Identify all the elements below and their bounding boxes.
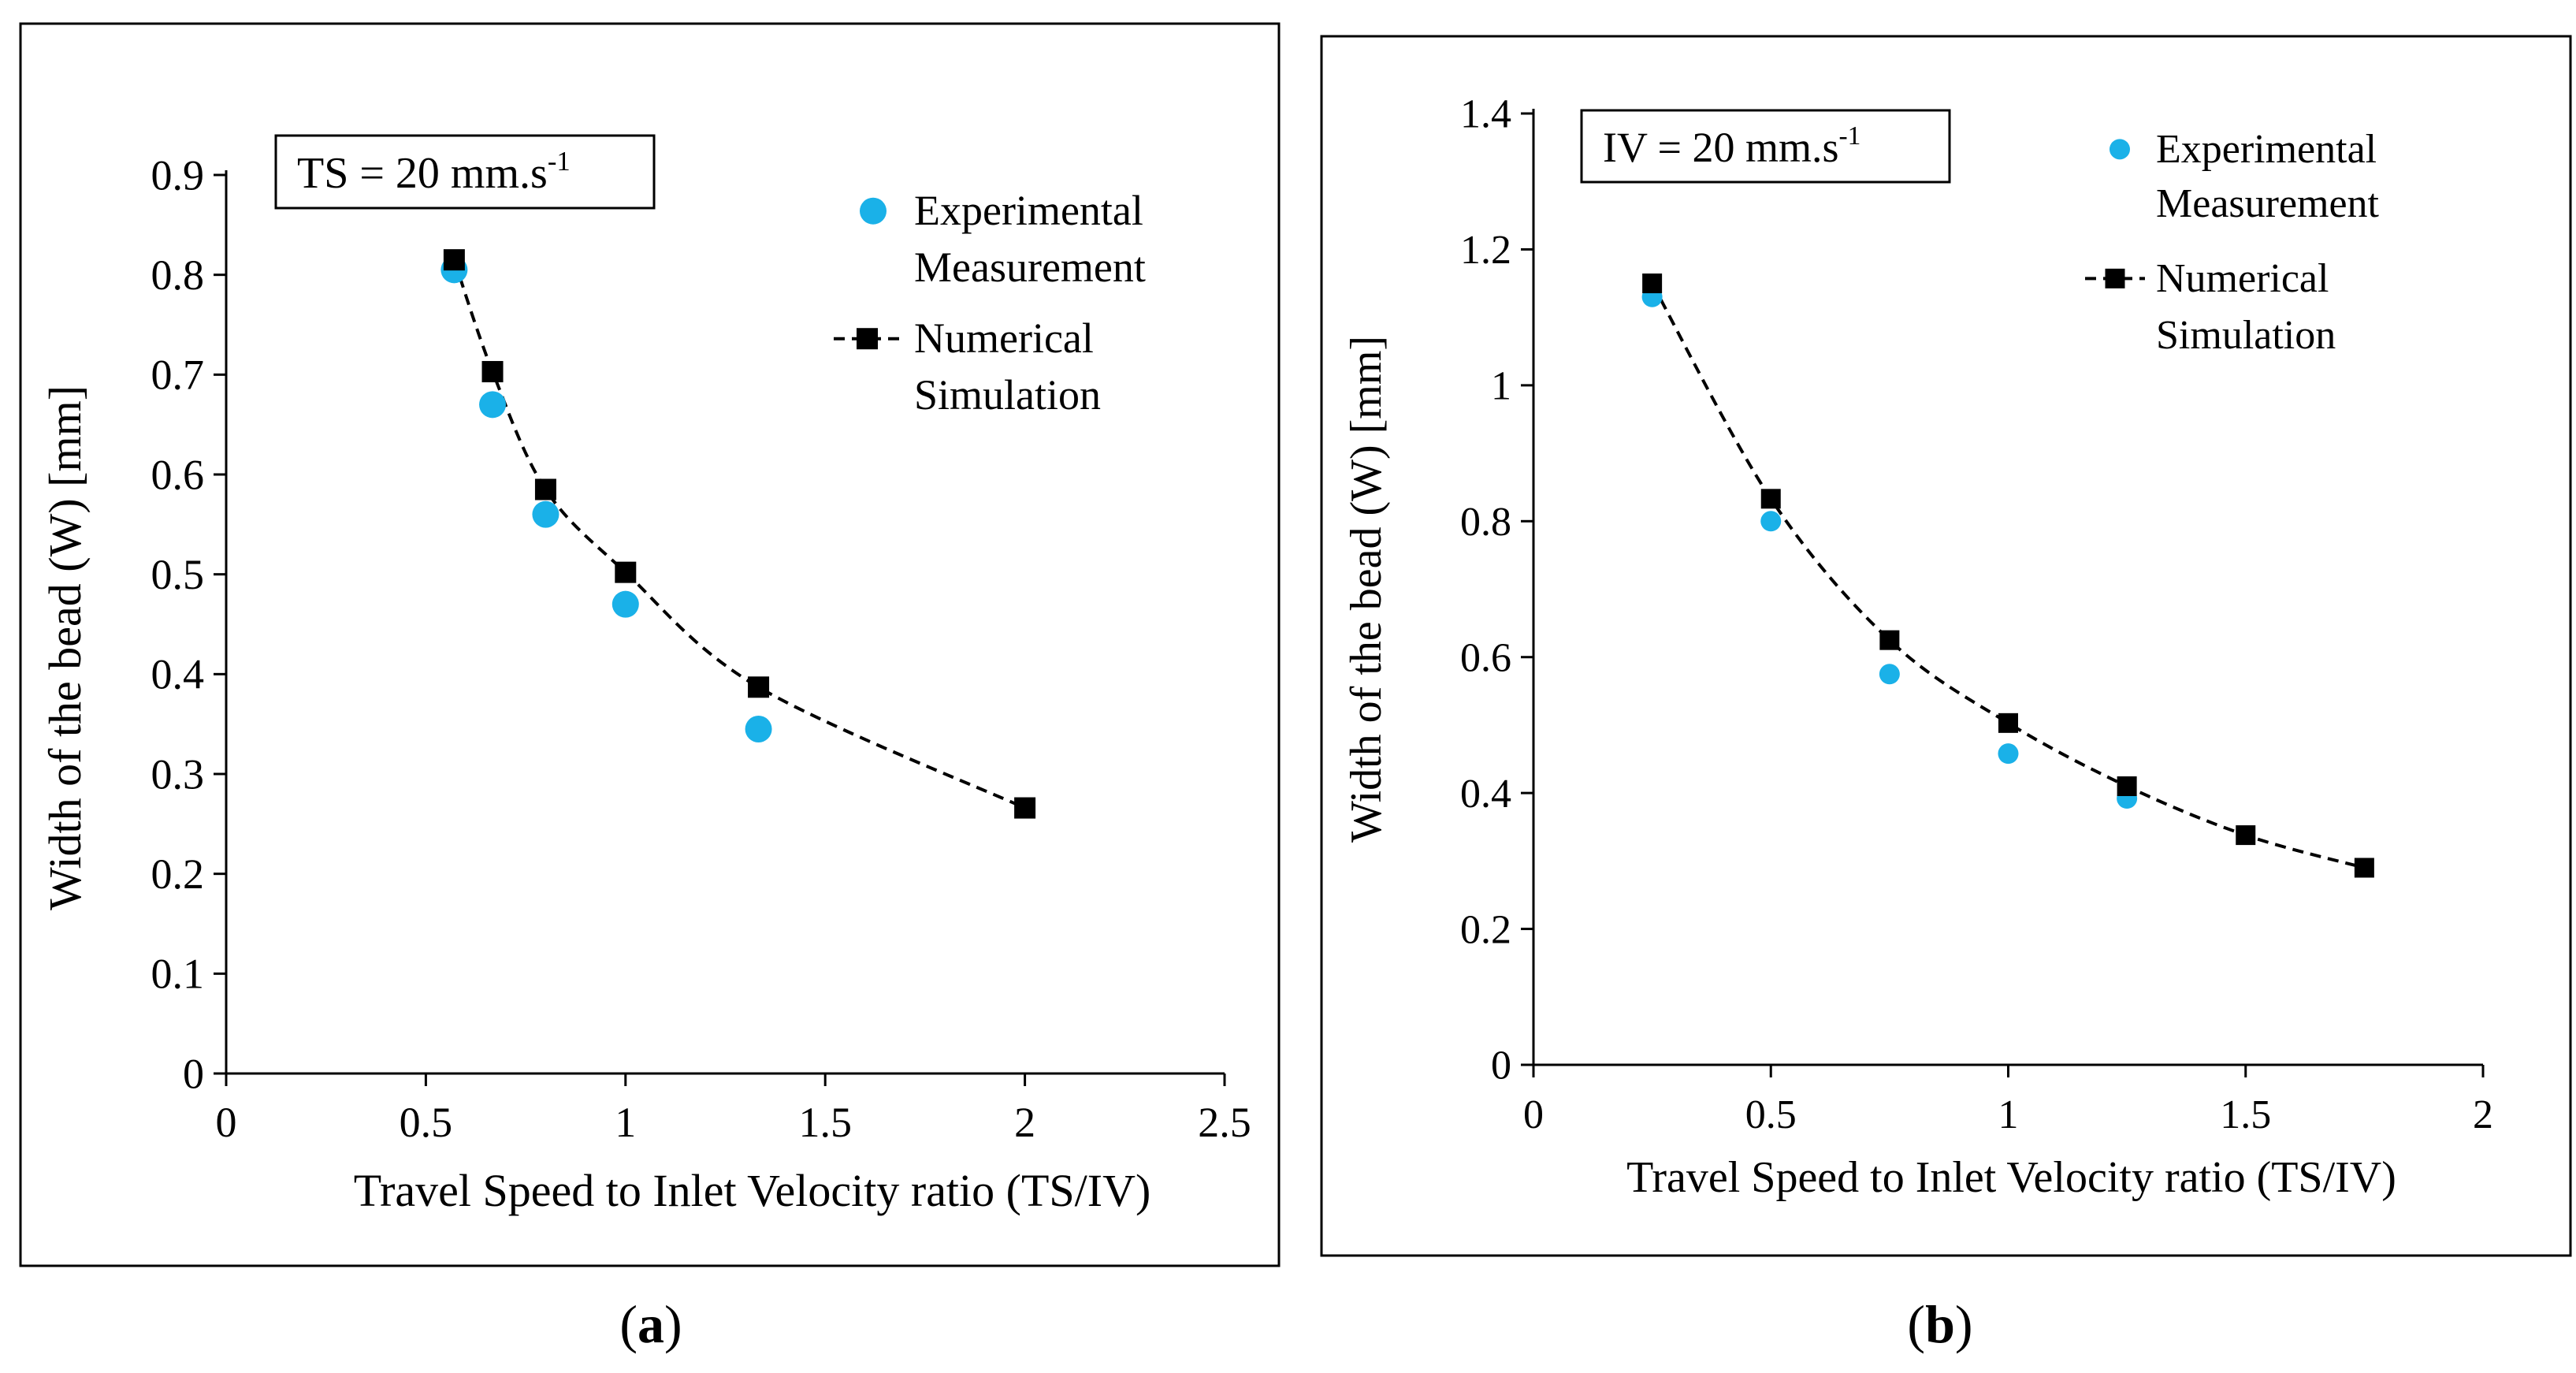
a-y-tick-label: 0.7 (151, 352, 205, 399)
a-annotation-text: TS = 20 mm.s-1 (297, 146, 571, 198)
b-x-tick-label: 1.5 (2220, 1092, 2271, 1137)
a-numerical-point (534, 478, 556, 500)
b-annotation-text: IV = 20 mm.s-1 (1603, 121, 1860, 171)
a-y-tick-label: 0 (183, 1050, 204, 1097)
b-y-tick-label: 0 (1491, 1044, 1511, 1088)
b-numerical-line (1650, 282, 2365, 869)
a-y-tick-label: 0.8 (151, 251, 205, 299)
a-x-axis-title: Travel Speed to Inlet Velocity ratio (TS… (354, 1165, 1151, 1216)
a-legend-experimental-label: Experimental (914, 187, 1143, 234)
b-legend-numerical-label: Numerical (2156, 256, 2329, 301)
b-legend-experimental-label: Measurement (2156, 181, 2380, 226)
a-numerical-point (748, 676, 770, 698)
b-y-axis-title: Width of the bead (W) [mm] (1342, 336, 1391, 843)
a-experimental-point (745, 716, 772, 742)
a-y-tick-label: 0.3 (151, 750, 205, 798)
a-legend-numerical-label: Simulation (914, 371, 1101, 419)
a-legend-numerical-label: Numerical (914, 314, 1094, 362)
chart-a: 0 0.1 0.2 0.3 0.4 0.5 0.6 0.7 0.8 0.9 0 0.5 1 1.5 2 2.5… (39, 134, 1251, 1216)
b-legend-numerical-label: Simulation (2156, 313, 2336, 358)
a-experimental-point (532, 500, 559, 528)
a-legend-numerical-marker (857, 328, 878, 350)
b-legend-experimental-label: Experimental (2156, 127, 2377, 172)
a-legend-experimental-label: Measurement (914, 244, 1146, 291)
a-y-tick-label: 0.4 (151, 651, 205, 698)
b-legend-experimental-marker (2109, 139, 2130, 160)
a-x-tick-label: 0 (216, 1099, 237, 1146)
a-x-tick-label: 2 (1014, 1099, 1035, 1146)
a-y-tick-label: 0.6 (151, 451, 205, 498)
a-y-tick-label: 0.2 (151, 850, 205, 898)
b-x-axis-title: Travel Speed to Inlet Velocity ratio (TS… (1626, 1153, 2396, 1202)
b-y-tick-label: 1.4 (1460, 92, 1511, 137)
panel-a: 0 0.1 0.2 0.3 0.4 0.5 0.6 0.7 0.8 0.9 0 0.5 1 1.5 2 2.5… (19, 22, 1281, 1354)
b-numerical-point (2354, 858, 2374, 878)
a-x-tick-label: 2.5 (1198, 1099, 1251, 1146)
a-numerical-point (481, 361, 504, 383)
a-x-tick-label: 1 (615, 1099, 636, 1146)
a-y-tick-label: 0.1 (151, 951, 205, 998)
a-y-axis-title: Width of the bead (W) [mm] (39, 385, 91, 910)
b-x-tick-label: 0 (1523, 1092, 1544, 1137)
b-y-tick-label: 0.8 (1460, 500, 1511, 545)
a-y-tick-label: 0.9 (151, 151, 205, 199)
b-y-tick-label: 1.2 (1460, 228, 1511, 273)
panel-a-frame (19, 22, 1281, 1267)
panel-b-frame (1320, 35, 2572, 1257)
b-y-tick-label: 0.6 (1460, 635, 1511, 680)
b-numerical-point (2236, 825, 2256, 846)
panel-b-caption: (b) (1907, 1294, 1972, 1354)
a-numerical-point (1014, 797, 1036, 819)
b-x-tick-label: 1 (1998, 1092, 2019, 1137)
b-y-tick-label: 0.4 (1460, 772, 1511, 817)
a-y-tick-label: 0.5 (151, 551, 205, 598)
a-x-tick-label: 0.5 (400, 1099, 453, 1146)
b-annotation-box (1580, 109, 1951, 184)
panel-b: 0 0.2 0.4 0.6 0.8 1 1.2 1.4 0 0.5 1 1.5 2 Travel Spee… (1320, 35, 2572, 1354)
chart-b: 0 0.2 0.4 0.6 0.8 1 1.2 1.4 0 0.5 1 1.5 2 Travel Spee… (1342, 92, 2493, 1202)
b-experimental-point (1879, 664, 1900, 685)
b-numerical-point (1760, 489, 1781, 509)
a-numerical-point (615, 561, 637, 583)
b-y-tick-label: 1 (1491, 364, 1511, 409)
a-legend-experimental-marker (860, 197, 887, 225)
b-experimental-point (1760, 511, 1782, 532)
a-experimental-point (611, 590, 639, 618)
b-legend-numerical-marker (2105, 268, 2125, 288)
b-numerical-point (1642, 273, 1663, 294)
b-x-tick-label: 2 (2473, 1092, 2493, 1137)
a-experimental-point (479, 391, 507, 419)
a-annotation-box (274, 134, 656, 210)
a-numerical-point (443, 249, 465, 271)
b-numerical-point (1879, 630, 1900, 650)
b-experimental-point (1998, 743, 2019, 765)
b-numerical-point (1998, 713, 2018, 733)
b-y-tick-label: 0.2 (1460, 907, 1511, 952)
panel-a-caption: (a) (619, 1294, 682, 1354)
b-x-tick-label: 0.5 (1745, 1092, 1797, 1137)
b-numerical-point (2117, 776, 2137, 797)
a-x-tick-label: 1.5 (798, 1099, 852, 1146)
